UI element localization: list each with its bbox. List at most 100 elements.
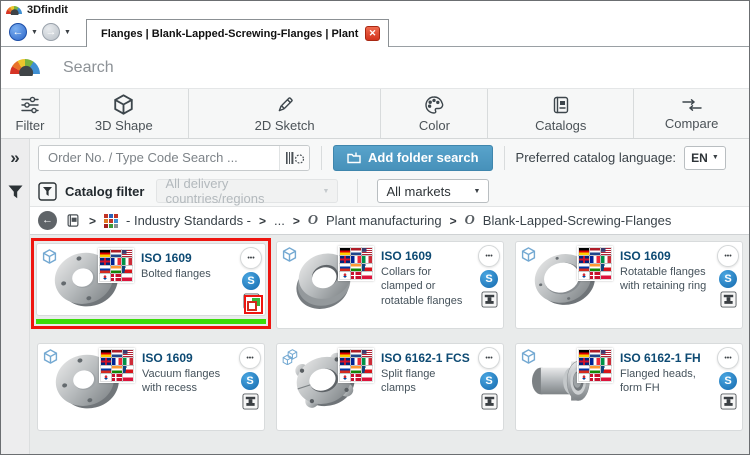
language-select[interactable]: EN ▼ — [683, 145, 726, 170]
2d-sketch-tool[interactable]: 2D Sketch — [187, 89, 381, 138]
chevron-right-icon: > — [89, 213, 97, 228]
app-logo-icon — [6, 5, 22, 15]
price-info-icon[interactable]: S — [719, 372, 737, 390]
flag-nl-icon — [111, 349, 123, 358]
flag-it-icon — [600, 255, 612, 264]
flag-in-icon — [111, 365, 123, 374]
more-options-button[interactable]: ••• — [717, 347, 739, 369]
breadcrumb-collapsed-levels[interactable]: ... — [274, 213, 285, 228]
flag-us-icon — [121, 249, 133, 258]
catalogs-tool[interactable]: Catalogs — [487, 89, 633, 138]
flag-it-icon — [121, 257, 133, 266]
flag-de-icon — [578, 349, 590, 358]
catalog-card-flanged-heads[interactable]: ISO 6162-1 FH Flanged heads, form FH •••… — [515, 343, 743, 431]
results-grid: ISO 1609 Bolted flanges ••• S — [30, 235, 749, 454]
more-options-button[interactable]: ••• — [478, 347, 500, 369]
flag-de-icon — [99, 249, 111, 258]
browser-forward-button[interactable]: → — [41, 23, 60, 41]
green-status-bar — [36, 319, 266, 324]
barcode-scan-icon[interactable] — [279, 145, 309, 170]
3d-part-icon — [521, 247, 536, 267]
flag-grid — [577, 348, 613, 383]
browser-tab[interactable]: Flanges | Blank-Lapped-Screwing-Flanges … — [86, 19, 389, 47]
filter-funnel-icon[interactable] — [7, 176, 24, 207]
flag-grid — [98, 248, 134, 283]
card-subtitle: Collars for clamped or rotatable flanges — [381, 266, 463, 307]
color-classes-icon[interactable] — [247, 298, 260, 311]
forward-history-caret[interactable]: ▼ — [63, 28, 71, 36]
order-number-input[interactable] — [39, 145, 279, 170]
flag-dk-icon — [111, 373, 123, 382]
flag-fr-icon — [589, 357, 601, 366]
breadcrumb-industry-standards[interactable]: - Industry Standards - — [126, 213, 252, 228]
sliders-icon — [21, 96, 39, 113]
flag-ru-icon — [339, 365, 351, 374]
flag-nl-icon — [350, 247, 362, 256]
card-subtitle: Vacuum flanges with recess — [142, 368, 221, 395]
more-options-button[interactable]: ••• — [717, 245, 739, 267]
press-tool-icon[interactable] — [480, 291, 498, 308]
more-options-button[interactable]: ••• — [239, 347, 261, 369]
catalog-book-icon — [553, 96, 568, 113]
price-info-icon[interactable]: S — [480, 270, 498, 288]
catalog-card-rotatable-flanges[interactable]: ISO 1609 Rotatable flanges with retainin… — [515, 241, 743, 329]
card-title: ISO 1609 — [620, 249, 671, 263]
sidebar-expand-button[interactable]: » — [10, 147, 20, 167]
flag-fr-icon — [111, 357, 123, 366]
flag-gb-icon — [339, 357, 351, 366]
press-tool-icon[interactable] — [241, 393, 259, 410]
flag-pl-icon — [361, 373, 373, 382]
catalog-o-icon: O — [464, 212, 475, 228]
catalog-filter-icon — [38, 181, 57, 201]
filter-tool[interactable]: Filter — [1, 89, 59, 138]
breadcrumb-current-category[interactable]: Blank-Lapped-Screwing-Flanges — [482, 213, 672, 228]
card-title: ISO 6162-1 FCS — [381, 351, 470, 365]
catalog-card-collars[interactable]: ISO 1609 Collars for clamped or rotatabl… — [276, 241, 504, 329]
flag-grid — [338, 348, 374, 383]
delivery-countries-select[interactable]: All delivery countries/regions ▼ — [156, 176, 339, 206]
tab-bar: ← ▼ → ▼ Flanges | Blank-Lapped-Screwing-… — [1, 19, 749, 47]
order-search-row: Add folder search Preferred catalog lang… — [30, 139, 749, 176]
price-info-icon[interactable]: S — [241, 372, 259, 390]
back-history-caret[interactable]: ▼ — [31, 28, 38, 36]
3d-part-icon — [282, 247, 297, 267]
flag-in-icon — [589, 263, 601, 272]
flag-grid — [99, 348, 135, 383]
browser-back-button[interactable]: ← — [9, 23, 27, 41]
search-input[interactable] — [49, 47, 749, 88]
more-options-button[interactable]: ••• — [478, 245, 500, 267]
more-options-button[interactable]: ••• — [240, 247, 262, 269]
flag-gb-icon — [339, 255, 351, 264]
card-subtitle: Rotatable flanges with retaining ring — [620, 266, 707, 293]
catalog-book-icon[interactable] — [65, 213, 81, 228]
catalog-card-bolted-flanges[interactable]: ISO 1609 Bolted flanges ••• S — [36, 243, 266, 316]
flag-gb-icon — [578, 357, 590, 366]
brand-logo[interactable] — [1, 47, 49, 88]
price-info-icon[interactable]: S — [242, 272, 260, 290]
breadcrumb: ← > - Industry Standards - > ... — [30, 207, 749, 235]
breadcrumb-back-button[interactable]: ← — [38, 211, 57, 230]
catalog-card-vacuum-flanges[interactable]: ISO 1609 Vacuum flanges with recess ••• … — [37, 343, 265, 431]
flag-in-icon — [350, 365, 362, 374]
compare-tool[interactable]: Compare — [633, 89, 749, 138]
color-tool[interactable]: Color — [380, 89, 487, 138]
press-tool-icon[interactable] — [719, 393, 737, 410]
press-tool-icon[interactable] — [480, 393, 498, 410]
price-info-icon[interactable]: S — [719, 270, 737, 288]
flag-ru-icon — [578, 263, 590, 272]
tab-close-button[interactable]: ✕ — [365, 26, 380, 41]
price-info-icon[interactable]: S — [480, 372, 498, 390]
card-title: ISO 1609 — [142, 351, 193, 365]
breadcrumb-plant-manufacturing[interactable]: Plant manufacturing — [326, 213, 442, 228]
flag-dk-icon — [350, 373, 362, 382]
press-tool-icon[interactable] — [719, 291, 737, 308]
3d-shape-tool[interactable]: 3D Shape — [58, 89, 188, 138]
catalog-card-split-flange-clamps[interactable]: ISO 6162-1 FCS Split flange clamps ••• S — [276, 343, 504, 431]
flag-grid — [338, 246, 374, 281]
flag-pl-icon — [600, 373, 612, 382]
flag-cz-icon — [361, 263, 373, 272]
add-folder-search-button[interactable]: Add folder search — [333, 144, 493, 171]
card-title: ISO 1609 — [381, 249, 432, 263]
markets-select[interactable]: All markets ▼ — [377, 179, 490, 203]
